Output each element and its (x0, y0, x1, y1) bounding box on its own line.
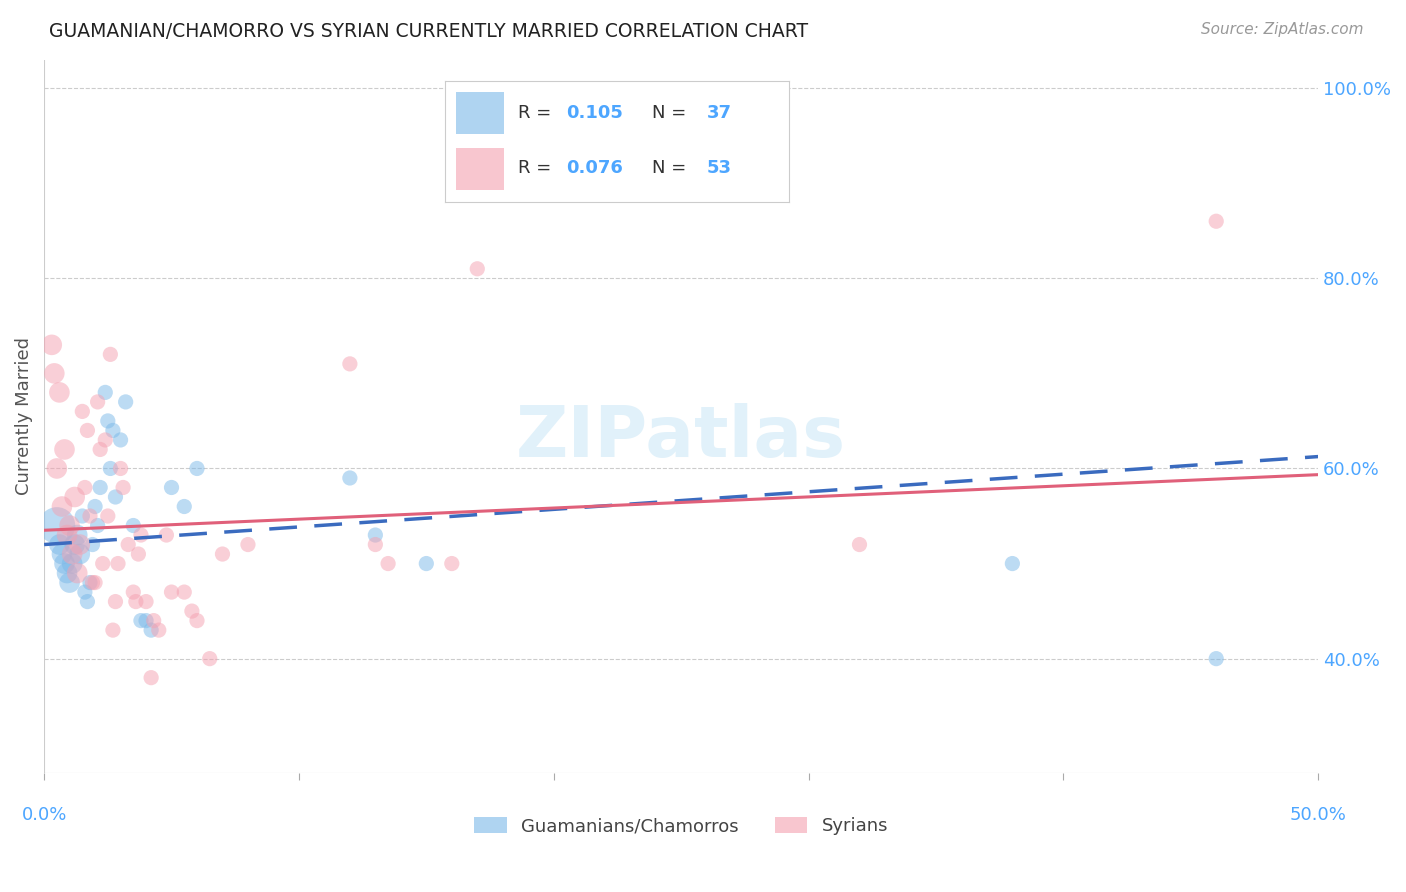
Point (107, 557, 129, 571)
Point (122, 518, 145, 533)
Point (45, 518, 67, 533)
Point (236, 537, 259, 551)
Point (129, 528, 152, 542)
Point (104, 594, 127, 608)
Point (415, 557, 437, 571)
Point (339, 357, 361, 371)
Point (1001, 557, 1024, 571)
Text: ZIPatlas: ZIPatlas (516, 403, 846, 472)
Point (101, 424, 124, 438)
Point (72, 404, 94, 418)
Point (82, 537, 104, 551)
Point (125, 594, 148, 608)
Point (129, 614, 152, 628)
Point (186, 614, 208, 628)
Point (186, 461, 208, 475)
Point (180, 604, 202, 618)
Point (41, 338, 63, 352)
Text: 0.0%: 0.0% (21, 806, 67, 824)
Point (1205, 214, 1227, 228)
Legend: Guamanians/Chamorros, Syrians: Guamanians/Chamorros, Syrians (474, 817, 889, 835)
Point (101, 623, 124, 637)
Point (364, 528, 387, 542)
Point (91, 557, 114, 571)
Point (48, 385, 70, 400)
Point (63, 537, 86, 551)
Point (60, 557, 83, 571)
Point (127, 547, 149, 561)
Point (114, 395, 136, 409)
Point (84, 500, 107, 514)
Point (97, 414, 120, 428)
Point (122, 585, 145, 599)
Y-axis label: Currently Married: Currently Married (15, 337, 32, 495)
Point (104, 490, 127, 504)
Point (76, 424, 98, 438)
Point (86, 395, 108, 409)
Point (98, 461, 121, 475)
Point (53, 442, 76, 457)
Point (79, 508, 101, 523)
Point (86, 518, 108, 533)
Point (173, 585, 195, 599)
Point (148, 623, 170, 637)
Point (51, 500, 73, 514)
Point (82, 575, 104, 590)
Point (377, 557, 399, 571)
Point (72, 508, 94, 523)
Point (142, 614, 165, 628)
Point (465, 261, 488, 276)
Point (173, 500, 195, 514)
Point (110, 461, 132, 475)
Text: 50.0%: 50.0% (1289, 806, 1347, 824)
Point (97, 508, 120, 523)
Point (160, 481, 183, 495)
Point (44, 367, 66, 381)
Point (89, 442, 111, 457)
Point (45, 461, 67, 475)
Point (66, 528, 89, 542)
Point (69, 547, 91, 561)
Point (89, 481, 111, 495)
Point (84, 575, 107, 590)
Point (211, 547, 233, 561)
Point (98, 347, 121, 361)
Point (56, 566, 79, 580)
Point (198, 651, 221, 665)
Point (63, 490, 86, 504)
Point (66, 566, 89, 580)
Point (94, 385, 117, 400)
Point (58, 518, 80, 533)
Point (112, 481, 135, 495)
Point (339, 471, 361, 485)
Point (160, 585, 183, 599)
Point (94, 433, 117, 447)
Point (56, 528, 79, 542)
Point (1205, 651, 1227, 665)
Point (440, 557, 463, 571)
Point (135, 614, 157, 628)
Point (60, 547, 83, 561)
Point (139, 671, 162, 685)
Point (73, 585, 96, 599)
Point (53, 557, 76, 571)
Point (135, 594, 157, 608)
Text: GUAMANIAN/CHAMORRO VS SYRIAN CURRENTLY MARRIED CORRELATION CHART: GUAMANIAN/CHAMORRO VS SYRIAN CURRENTLY M… (49, 22, 808, 41)
Point (79, 575, 101, 590)
Point (139, 623, 162, 637)
Point (48, 537, 70, 551)
Point (58, 575, 80, 590)
Point (848, 537, 870, 551)
Text: Source: ZipAtlas.com: Source: ZipAtlas.com (1201, 22, 1364, 37)
Point (117, 537, 139, 551)
Point (73, 481, 96, 495)
Point (51, 547, 73, 561)
Point (155, 528, 177, 542)
Point (76, 594, 98, 608)
Point (110, 433, 132, 447)
Point (364, 537, 387, 551)
Point (69, 537, 91, 551)
